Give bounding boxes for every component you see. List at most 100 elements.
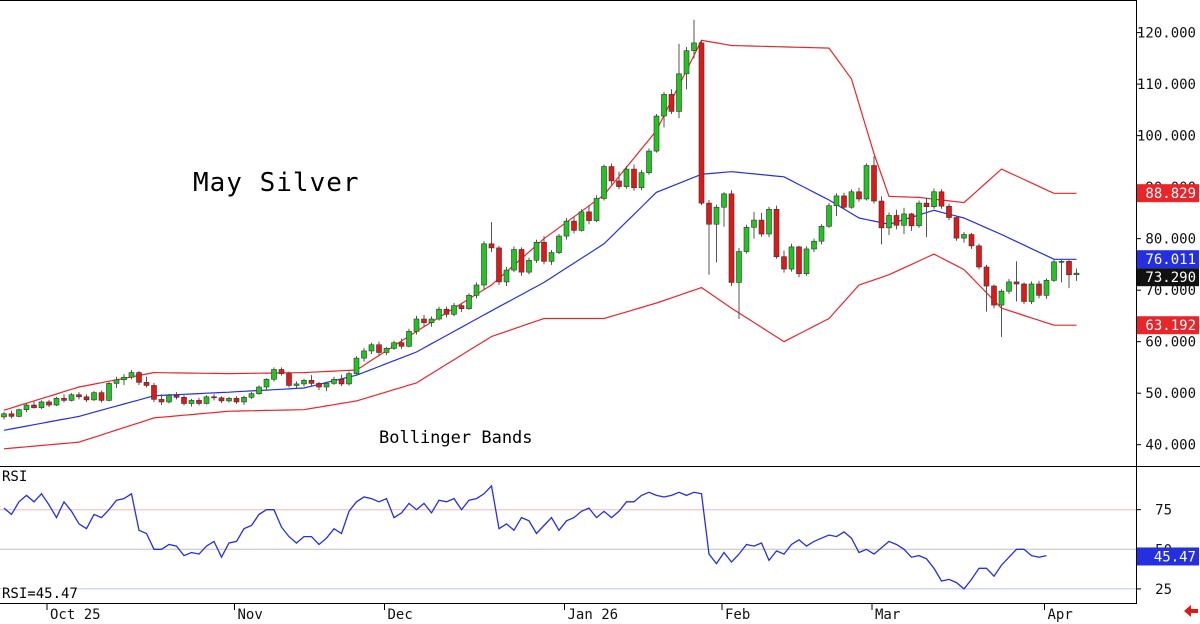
candle-body: [706, 202, 712, 225]
candle-body: [488, 243, 495, 249]
candle: [946, 203, 952, 221]
candle-body: [428, 318, 435, 323]
candle: [766, 206, 772, 238]
candle-body: [743, 227, 750, 252]
candle-body: [188, 400, 195, 404]
candle-body: [961, 234, 967, 239]
candle-body: [713, 206, 720, 225]
candle: [886, 212, 892, 236]
last-price-badge-value: 73.290: [1145, 270, 1196, 286]
candle-body: [646, 150, 652, 174]
candle: [773, 205, 780, 259]
candle: [188, 398, 195, 407]
candle-body: [466, 295, 472, 310]
candle: [668, 89, 675, 114]
candle: [803, 246, 810, 276]
candle: [961, 231, 967, 243]
candle: [413, 315, 420, 335]
candle-body: [376, 344, 382, 353]
candle-body: [211, 396, 217, 399]
upper-band-badge-value: 88.829: [1145, 186, 1196, 202]
candle: [421, 314, 427, 327]
candle-body: [458, 305, 465, 310]
candle: [451, 303, 457, 317]
candle-body: [871, 165, 877, 202]
candle-body: [53, 398, 60, 406]
price-tick-label: 50.000: [1145, 386, 1196, 402]
candle: [556, 234, 562, 255]
candle: [1028, 281, 1035, 305]
candle: [563, 218, 570, 240]
candle-body: [728, 193, 735, 283]
rsi-badge-value: 45.47: [1154, 549, 1196, 565]
candle: [571, 216, 577, 234]
candle-body: [653, 115, 660, 152]
candle: [428, 316, 435, 327]
candle: [503, 266, 510, 287]
candle-body: [91, 392, 97, 401]
candle: [923, 197, 930, 238]
candle: [121, 374, 127, 385]
lower-band-badge: 63.192: [1137, 316, 1199, 335]
candle: [23, 403, 30, 413]
candle: [833, 193, 840, 216]
candle: [473, 282, 480, 299]
candle-body: [533, 241, 540, 261]
candle-body: [233, 398, 240, 403]
rsi-readout-value: 45.47: [35, 586, 78, 602]
candle: [518, 247, 525, 276]
candle-body: [1066, 261, 1072, 276]
candle-body: [121, 376, 127, 381]
candle-body: [1043, 280, 1050, 296]
candle-body: [976, 245, 982, 268]
candle-body: [218, 397, 225, 402]
upper-band-badge-bg: [1137, 184, 1199, 203]
candle-body: [908, 213, 915, 227]
candle-body: [931, 191, 937, 208]
scroll-left-arrow-icon[interactable]: [1184, 605, 1198, 617]
candle: [106, 381, 112, 402]
time-tick-label: Mar: [875, 607, 900, 623]
candle-body: [623, 168, 630, 187]
candle: [736, 247, 742, 320]
candle-body: [833, 195, 840, 206]
candle: [751, 211, 757, 239]
candle: [481, 241, 487, 290]
rsi-readout: RSI=45.47: [2, 586, 78, 602]
candle: [211, 394, 217, 401]
candle-body: [998, 290, 1005, 306]
candle-body: [1006, 281, 1012, 292]
candle: [466, 293, 472, 310]
candle: [931, 188, 937, 209]
price-tick-label: 40.000: [1145, 438, 1196, 454]
candle: [998, 289, 1005, 338]
candle: [496, 245, 502, 286]
candle-body: [691, 42, 697, 51]
candle: [1043, 278, 1050, 299]
candle: [113, 376, 120, 389]
candle-body: [848, 191, 855, 208]
candle-body: [548, 252, 555, 262]
candle-body: [158, 399, 165, 403]
candle-body: [226, 398, 232, 402]
candle: [293, 381, 300, 389]
candle-body: [241, 397, 247, 403]
price-tick-label: 60.000: [1145, 335, 1196, 351]
candle-body: [593, 198, 600, 221]
price-tick-label: 80.000: [1145, 232, 1196, 248]
candle: [1066, 260, 1072, 289]
candle-body: [151, 385, 157, 400]
candle: [991, 284, 997, 309]
candle-body: [16, 409, 22, 417]
candle: [316, 381, 322, 391]
candle: [241, 395, 247, 406]
price-tick-label: 70.000: [1145, 283, 1196, 299]
candle-body: [953, 217, 960, 239]
candle: [938, 189, 945, 209]
candle-body: [946, 205, 952, 218]
candle: [68, 393, 75, 402]
candle-body: [526, 259, 532, 273]
time-tick-label: Apr: [1048, 607, 1073, 623]
candle-body: [256, 386, 262, 395]
candle-body: [773, 208, 780, 257]
